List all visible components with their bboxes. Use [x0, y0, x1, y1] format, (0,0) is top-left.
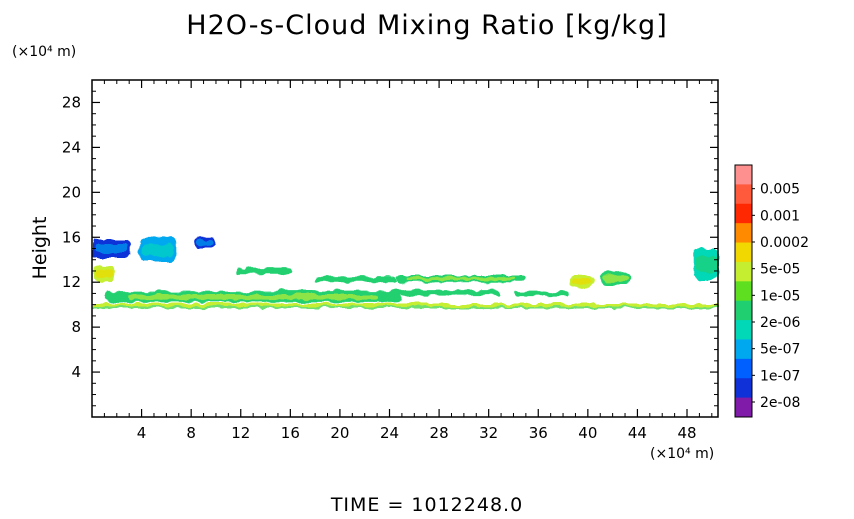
- colorbar-swatch: [735, 397, 752, 418]
- y-tick-label: 20: [62, 183, 81, 201]
- y-tick-label: 28: [62, 93, 81, 111]
- y-tick-label: 12: [62, 273, 81, 291]
- y-axis: 4 8 12 16 20 24 28: [62, 90, 718, 407]
- colorbar-swatch: [735, 223, 752, 243]
- x-tick-label: 28: [430, 424, 449, 442]
- chart-title: H2O-s-Cloud Mixing Ratio [kg/kg]: [186, 10, 668, 41]
- colorbar-label: 1e-07: [760, 368, 800, 384]
- cloud-core: [406, 277, 516, 281]
- colorbar-swatch: [735, 300, 752, 321]
- colorbar-label: 2e-06: [760, 315, 800, 331]
- y-tick-label: 8: [71, 318, 81, 336]
- cloud-core: [695, 256, 717, 273]
- colorbar-label: 2e-08: [760, 395, 800, 411]
- colorbar-swatch: [735, 242, 752, 263]
- colorbar-label: 0.001: [760, 208, 800, 224]
- cloud-core: [602, 275, 629, 282]
- colorbar-swatch: [735, 320, 752, 340]
- colorbar-swatch: [735, 261, 752, 282]
- colorbar-swatch: [735, 184, 752, 205]
- x-tick-label: 36: [529, 424, 548, 442]
- x-tick-label: 40: [578, 424, 597, 442]
- cloud-region: [234, 267, 291, 274]
- x-axis-unit-label: (×10⁴ m): [650, 446, 715, 462]
- y-axis-label: Height: [29, 217, 51, 280]
- x-tick-label: 20: [330, 424, 349, 442]
- colorbar-label: 0.0002: [760, 235, 809, 251]
- cloud-core: [195, 240, 215, 246]
- colorbar-label: 0.005: [760, 182, 800, 198]
- cloud-core: [128, 293, 379, 300]
- y-tick-label: 24: [62, 138, 81, 156]
- colorbar-swatch: [735, 339, 752, 360]
- cloud-layer-edge: [92, 306, 718, 309]
- colorbar-label: 1e-05: [760, 288, 800, 304]
- colorbar-label: 5e-05: [760, 262, 800, 278]
- colorbar-swatch: [735, 203, 752, 224]
- colorbar-frame: [734, 164, 753, 418]
- x-axis: 4 8 12 16 20 24 28 32 36 40 44 48: [103, 80, 713, 442]
- cloud-field: [92, 237, 718, 309]
- y-axis-unit-label: (×10⁴ m): [12, 44, 77, 60]
- time-footer: TIME = 1012248.0: [330, 494, 524, 516]
- colorbar-swatch: [735, 378, 752, 399]
- x-tick-label: 32: [479, 424, 498, 442]
- cloud-core: [571, 278, 593, 285]
- cloud-region: [513, 291, 570, 296]
- colorbar-swatch: [735, 358, 752, 379]
- x-tick-label: 24: [380, 424, 399, 442]
- cloud-region: [315, 276, 396, 283]
- x-tick-label: 8: [186, 424, 196, 442]
- cloud-core: [96, 269, 113, 278]
- colorbar-swatch: [735, 165, 752, 185]
- cloud-core: [95, 244, 129, 253]
- y-tick-label: 16: [62, 228, 81, 246]
- y-tick-label: 4: [71, 363, 81, 381]
- x-tick-label: 12: [231, 424, 250, 442]
- x-tick-label: 16: [281, 424, 300, 442]
- x-tick-label: 48: [677, 424, 696, 442]
- x-tick-label: 44: [628, 424, 647, 442]
- colorbar-swatch: [735, 281, 752, 302]
- x-tick-label: 4: [137, 424, 147, 442]
- cloud-core: [142, 244, 174, 257]
- colorbar-label: 5e-07: [760, 342, 800, 358]
